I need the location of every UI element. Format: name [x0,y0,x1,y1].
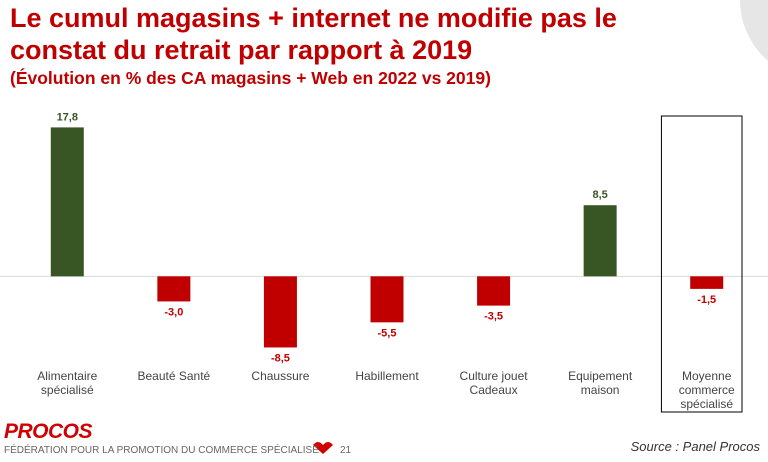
value-label: -8,5 [271,352,290,364]
x-tick-label: Beauté Santé [137,369,211,383]
bar [50,127,84,277]
bar [157,276,191,302]
bar [370,276,404,323]
chart-title: Le cumul magasins + internet ne modifie … [10,3,617,65]
value-label: -3,0 [164,306,183,318]
bar [263,276,297,348]
page-number: 21 [340,445,352,456]
highlight-box [660,115,743,413]
x-tick-label: Alimentaire spécialisé [37,369,98,397]
x-tick-label: Chaussure [251,369,310,383]
value-label: -3,5 [484,311,503,323]
value-label: 8,5 [592,189,607,201]
bar [477,276,511,306]
x-tick-label: Habillement [355,369,419,383]
value-label: -1,5 [697,294,716,306]
x-tick-label: Culture jouet Cadeaux [459,369,528,397]
value-label: -5,5 [378,327,397,339]
brand: PROCOS [4,420,93,443]
bar [583,205,617,277]
source: Source : Panel Procos [630,439,760,454]
decoration [740,0,768,61]
tagline: FÉDÉRATION POUR LA PROMOTION DU COMMERCE… [4,445,319,456]
x-tick-label: Equipement maison [568,369,633,397]
x-tick-label: Moyenne commerce spécialisé [678,369,735,411]
logo-icon [313,442,333,454]
value-label: 17,8 [57,111,78,123]
chart-subtitle: (Évolution en % des CA magasins + Web en… [10,68,491,88]
bar [690,276,724,289]
